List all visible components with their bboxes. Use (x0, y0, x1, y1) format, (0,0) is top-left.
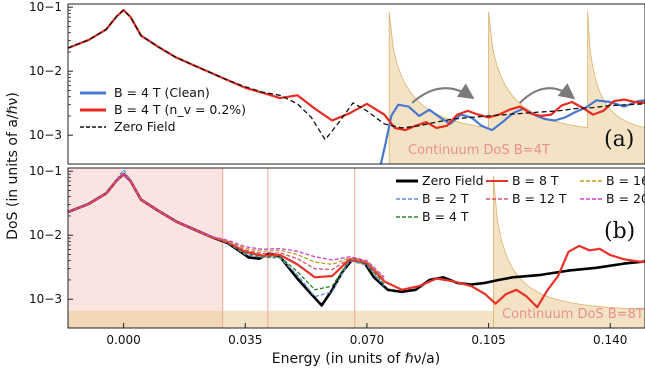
legend-a-label-1: B = 4 T (n_v = 0.2%) (114, 102, 246, 117)
series-line-0 (379, 99, 645, 164)
legend-b-label-0: Zero Field (422, 173, 484, 188)
panel-b: 10−1 10−2 10−3 0.000 0.035 0.070 0.105 0.140 Z… (29, 164, 645, 347)
series-line-6 (68, 173, 385, 278)
y-tick-label: 10−2 (29, 228, 62, 242)
continuum-label-b: Continuum DoS B=8T (502, 307, 644, 322)
y-tick-label: 10−1 (29, 0, 62, 14)
legend-a-label-0: B = 4 T (Clean) (114, 85, 210, 100)
shaded-band (68, 168, 223, 328)
legend-a-label-2: Zero Field (114, 119, 176, 134)
panel-a-frame (67, 3, 645, 165)
legend-b-label-3: B = 8 T (512, 173, 559, 188)
continuum-label-a: Continuum DoS B=4T (408, 143, 550, 158)
continuum-flat-b (68, 310, 494, 328)
legend-b-label-1: B = 2 T (422, 191, 469, 206)
y-tick-label: 10−3 (29, 128, 62, 142)
continuum-sawtooth-b (493, 175, 645, 328)
x-tick-label: 0.070 (350, 333, 384, 347)
legend-b-label-5: B = 16 T (606, 173, 645, 188)
panel-label-b: (b) (604, 219, 635, 244)
legend-b-label-2: B = 4 T (422, 209, 469, 224)
x-tick-label: 0.140 (593, 333, 627, 347)
series-line-2 (68, 9, 645, 141)
panel-a: 10−1 10−2 10−3 B = 4 T (Clean) B = 4 T (n_v… (29, 0, 645, 165)
panel-b-frame (67, 167, 645, 329)
legend-b: Zero Field B = 2 T B = 4 T B = 8 T B = 12 T B… (396, 173, 645, 224)
legend-a: B = 4 T (Clean) B = 4 T (n_v = 0.2%) Zero … (80, 85, 246, 134)
x-tick-label: 0.035 (228, 333, 262, 347)
legend-b-label-4: B = 12 T (512, 191, 567, 206)
x-tick-label: 0.105 (471, 333, 505, 347)
x-axis-label: Energy (in units of ℏν/a) (272, 351, 440, 367)
y-axis-label: DoS (in units of a/ℏν) (5, 92, 21, 240)
legend-b-label-6: B = 20 T (606, 191, 645, 206)
y-tick-label: 10−1 (29, 164, 62, 178)
transition-arrow-1 (519, 83, 576, 104)
panel-label-a: (a) (604, 127, 634, 152)
transition-arrow-0 (411, 83, 475, 104)
y-tick-label: 10−2 (29, 64, 62, 78)
x-tick-label: 0.000 (106, 333, 140, 347)
y-tick-label: 10−3 (29, 292, 62, 306)
